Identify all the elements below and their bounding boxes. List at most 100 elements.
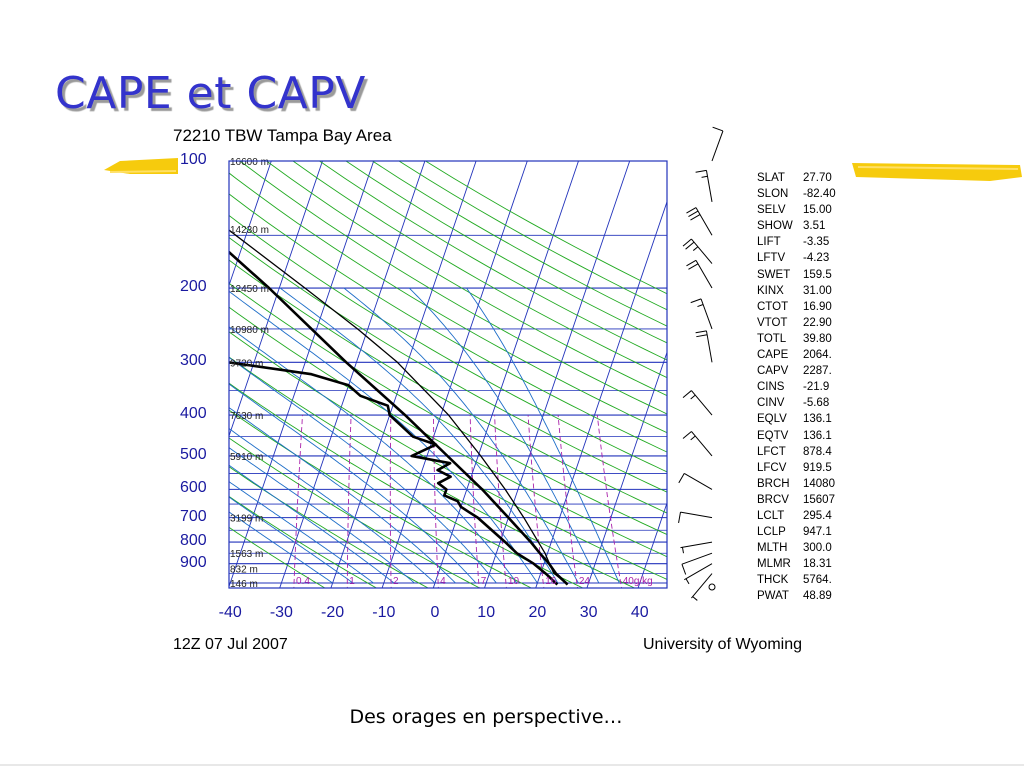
pressure-tick-label: 200: [180, 278, 207, 296]
index-value: 136.1: [803, 413, 832, 426]
wind-barb-staff: [691, 390, 713, 416]
pressure-tick-label: 100: [180, 151, 207, 168]
wind-barb-feather: [695, 330, 707, 334]
wind-barb-feather: [695, 169, 707, 173]
bottom-divider: [0, 764, 1024, 766]
wind-barb-half-feather: [692, 596, 698, 601]
wind-barb: [684, 563, 713, 585]
wind-barb-feather: [690, 298, 702, 304]
wind-barb-feather: [682, 238, 692, 247]
index-row: LCLP 947.1: [757, 524, 836, 540]
index-row: CAPE 2064.: [757, 347, 836, 363]
dry-adiabat: [229, 193, 667, 453]
highlight-bar-left: [104, 158, 178, 174]
moist-adiabat: [229, 447, 415, 584]
index-value: 16.90: [803, 300, 832, 313]
index-row: LFCT 878.4: [757, 444, 836, 460]
wind-barb-feather: [690, 214, 701, 221]
pressure-tick-label: 800: [180, 532, 207, 550]
temperature-trace: [229, 250, 569, 586]
wind-barb-half-feather: [701, 175, 708, 178]
wind-barb: [690, 298, 713, 330]
mixing-ratio-label: 2: [393, 576, 399, 587]
wind-barb-staff: [680, 541, 713, 549]
dry-adiabat: [229, 495, 378, 588]
plot-area: [0, 152, 667, 592]
wind-barb: [682, 238, 713, 264]
index-row: SELV 15.00: [757, 202, 836, 218]
dry-adiabat: [239, 161, 667, 415]
index-value: 15607: [803, 493, 835, 506]
pressure-tick-label: 300: [180, 352, 207, 370]
temperature-tick-label: -10: [372, 604, 396, 621]
wind-barb: [686, 259, 713, 289]
height-label: 10980 m: [230, 325, 269, 336]
index-value: 300.0: [803, 542, 832, 555]
moist-adiabat: [229, 383, 477, 584]
isotherm-line: [229, 161, 272, 287]
plot-border: [228, 160, 668, 589]
wind-barb-feather: [686, 207, 697, 214]
index-row: TOTL 39.80: [757, 331, 836, 347]
index-row: BRCV 15607: [757, 492, 836, 508]
index-row: LFCV 919.5: [757, 460, 836, 476]
pressure-tick-label: 500: [180, 445, 207, 463]
wind-barb: [681, 552, 713, 575]
wind-barb-feather: [682, 390, 692, 399]
highlight-bar-right: [852, 163, 1022, 181]
mixing-ratio-label: 4: [440, 576, 446, 587]
temperature-tick-label: 20: [528, 604, 547, 621]
wind-barb-staff: [695, 260, 713, 289]
index-value: 39.80: [803, 332, 832, 345]
index-row: SWET 159.5: [757, 267, 836, 283]
index-name: SLAT: [757, 172, 785, 184]
index-row: MLMR 18.31: [757, 556, 836, 572]
dry-adiabat: [398, 161, 667, 311]
index-row: CINV -5.68: [757, 395, 836, 411]
dry-adiabat: [345, 161, 667, 344]
slide-caption: Des orages en perspective…: [349, 706, 623, 728]
index-name: MLMR: [757, 558, 791, 571]
index-name: MLTH: [757, 542, 788, 555]
moist-adiabat: [229, 428, 436, 584]
parcel-trace: [229, 229, 569, 586]
index-row: EQTV 136.1: [757, 428, 836, 444]
index-value: 295.4: [803, 509, 832, 522]
wind-barb-feather: [712, 126, 724, 132]
wind-barb-staff: [691, 431, 713, 457]
index-value: 48.89: [803, 590, 832, 603]
wind-barb: [695, 330, 713, 363]
chart-source: University of Wyoming: [643, 636, 803, 653]
wind-barb-staff: [700, 298, 713, 330]
wind-barb-staff: [711, 130, 724, 162]
moist-adiabat: [229, 481, 374, 584]
index-name: CTOT: [757, 300, 789, 313]
temperature-tick-label: -40: [218, 604, 242, 621]
wind-barb-half-feather: [685, 578, 690, 585]
pressure-tick-label: 600: [180, 479, 207, 497]
isotherm-line: [637, 501, 667, 588]
index-value: 27.70: [803, 172, 832, 184]
mixing-ratio-line: [389, 415, 392, 588]
slide-title: CAPE et CAPV: [55, 68, 366, 119]
index-row: CTOT 16.90: [757, 299, 836, 315]
moist-adiabat: [229, 511, 333, 584]
index-value: 947.1: [803, 526, 832, 539]
wind-barb-feather: [688, 210, 699, 217]
dry-adiabat: [229, 466, 430, 588]
index-value: 18.31: [803, 558, 832, 571]
mixing-ratio-label: 7: [481, 576, 487, 587]
isotherm-line: [22, 152, 172, 592]
index-row: BRCH 14080: [757, 476, 836, 492]
wind-barb: [695, 169, 713, 202]
wind-barb-half-feather: [697, 304, 704, 308]
index-name: BRCH: [757, 477, 790, 490]
index-name: VTOT: [757, 316, 788, 329]
index-row: THCK 5764.: [757, 572, 836, 588]
isotherm-line: [0, 152, 18, 592]
index-value: 878.4: [803, 445, 832, 458]
temperature-tick-label: 0: [430, 604, 440, 621]
temperature-tick-label: -20: [321, 604, 345, 621]
wind-barb-staff: [684, 563, 713, 581]
